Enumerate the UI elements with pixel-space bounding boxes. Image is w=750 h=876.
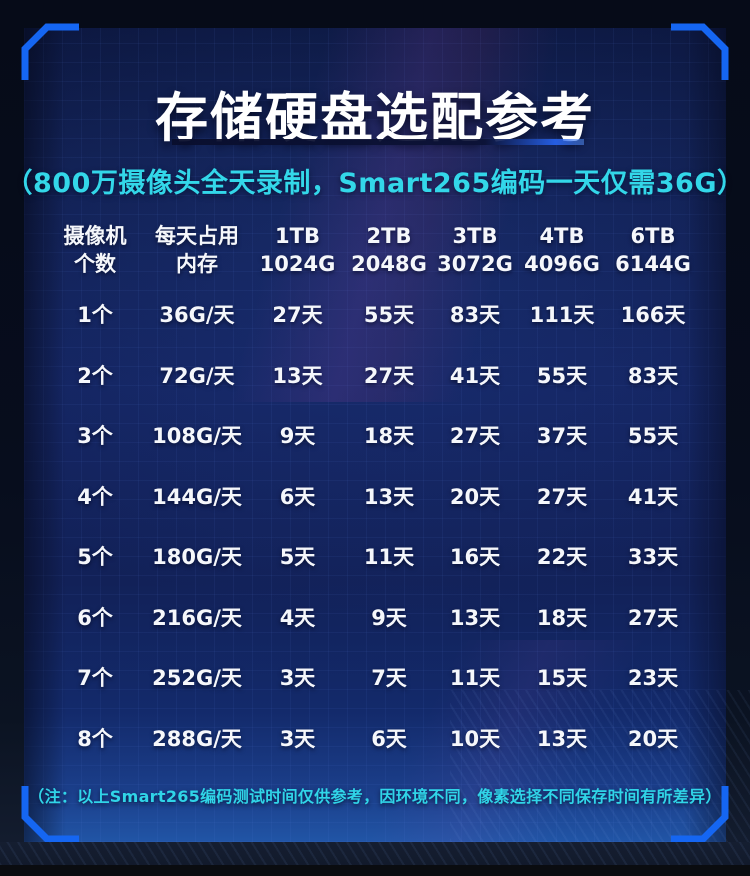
table-cell: 13天 [449,605,501,630]
table-cell: 1个 [77,303,113,328]
below-panel-band [0,842,750,866]
table-cell: 83天 [449,303,501,328]
table-cell: 108G/天 [152,424,242,449]
table-cell: 6天 [371,726,407,751]
table-cell: 13天 [363,484,415,509]
table-cell: 144G/天 [152,484,242,509]
table-row: 8个 288G/天 3天 6天 10天 13天 20天 [45,708,700,769]
table-cell: 252G/天 [152,666,242,691]
column-header-line1: 3TB [452,224,498,248]
table-cell: 11天 [363,545,415,570]
table-cell: 6天 [279,484,316,509]
table-row: 6个 216G/天 4天 9天 13天 18天 27天 [45,587,700,648]
table-cell: 10天 [449,726,501,751]
bottom-black-strip [0,865,750,876]
storage-days-table: 摄像机 个数 每天占用 内存 1TB 1024G 2TB 2048G 3TB 3072G 4TB 40… [45,222,700,768]
table-cell: 27天 [449,424,501,449]
column-header-line1: 1TB [275,224,320,248]
table-body: 1个 36G/天 27天 55天 83天 111天 166天 2个 72G/天 13天 27天 41天… [45,284,700,768]
column-header-line1: 2TB [366,224,412,248]
column-header-line2: 6144G [615,252,691,276]
table-cell: 27天 [536,484,588,509]
column-header-line1: 摄像机 [63,224,127,248]
table-cell: 2个 [77,363,113,388]
column-header-line2: 2048G [351,252,427,276]
table-cell: 7天 [371,666,407,691]
column-header-line1: 6TB [630,224,676,248]
column-header: 4TB 4096G [518,222,606,278]
table-cell: 18天 [363,424,415,449]
table-cell: 6个 [77,605,113,630]
column-header: 每天占用 内存 [145,222,249,278]
table-row: 3个 108G/天 9天 18天 27天 37天 55天 [45,405,700,466]
table-cell: 27天 [627,605,679,630]
panel-background [24,28,726,842]
column-header: 2TB 2048G [346,222,432,278]
footer-note: （注：以上Smart265编码测试时间仅供参考，因环境不同，像素选择不同保存时间… [28,787,722,806]
table-cell: 3天 [279,726,316,751]
table-cell: 55天 [627,424,679,449]
table-cell: 4天 [279,605,316,630]
table-cell: 13天 [272,363,323,388]
table-row: 7个 252G/天 3天 7天 11天 15天 23天 [45,647,700,708]
table-cell: 72G/天 [159,363,235,388]
subtitle: （800万摄像头全天录制，Smart265编码一天仅需36G） [5,168,745,199]
table-row: 4个 144G/天 6天 13天 20天 27天 41天 [45,466,700,527]
table-cell: 9天 [279,424,316,449]
table-cell: 111天 [529,303,595,328]
table-cell: 5个 [77,545,113,570]
table-cell: 8个 [77,726,113,751]
table-cell: 18天 [536,605,588,630]
table-cell: 13天 [536,726,588,751]
table-cell: 9天 [371,605,407,630]
column-header-line2: 1024G [259,252,336,276]
column-header-line2: 个数 [74,252,116,276]
column-header-line2: 4096G [524,252,600,276]
table-cell: 36G/天 [159,303,235,328]
table-cell: 83天 [627,363,679,388]
table-header-row: 摄像机 个数 每天占用 内存 1TB 1024G 2TB 2048G 3TB 3072G 4TB 40… [45,222,700,278]
title-underline [172,139,584,145]
table-cell: 37天 [536,424,588,449]
column-header: 6TB 6144G [606,222,700,278]
table-cell: 5天 [279,545,316,570]
table-row: 5个 180G/天 5天 11天 16天 22天 33天 [45,526,700,587]
table-cell: 3天 [279,666,316,691]
table-row: 2个 72G/天 13天 27天 41天 55天 83天 [45,345,700,406]
table-cell: 33天 [627,545,679,570]
column-header-line1: 4TB [539,224,585,248]
page-title: 存储硬盘选配参考 [155,88,595,149]
column-header-line2: 3072G [437,252,513,276]
column-header-line2: 内存 [176,252,218,276]
table-cell: 3个 [77,424,113,449]
table-cell: 22天 [536,545,588,570]
table-cell: 7个 [77,666,113,691]
table-cell: 55天 [536,363,588,388]
table-cell: 55天 [363,303,415,328]
table-cell: 15天 [536,666,588,691]
table-cell: 23天 [627,666,679,691]
table-cell: 27天 [363,363,415,388]
column-header: 1TB 1024G [249,222,346,278]
table-cell: 20天 [627,726,679,751]
column-header: 摄像机 个数 [45,222,145,278]
table-row: 1个 36G/天 27天 55天 83天 111天 166天 [45,284,700,345]
table-cell: 41天 [449,363,501,388]
table-cell: 16天 [449,545,501,570]
column-header-line1: 每天占用 [155,224,239,248]
table-cell: 166天 [620,303,686,328]
table-cell: 216G/天 [152,605,242,630]
table-cell: 288G/天 [152,726,242,751]
table-cell: 27天 [272,303,323,328]
column-header: 3TB 3072G [432,222,518,278]
table-cell: 180G/天 [152,545,242,570]
table-cell: 41天 [627,484,679,509]
table-cell: 20天 [449,484,501,509]
table-cell: 4个 [77,484,113,509]
table-cell: 11天 [449,666,501,691]
